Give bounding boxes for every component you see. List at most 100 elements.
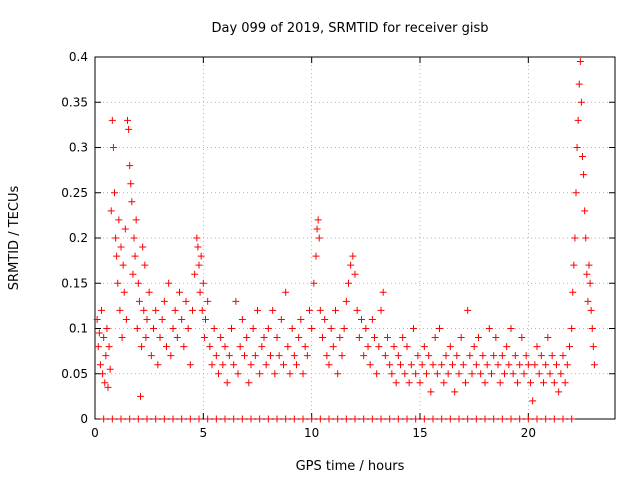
data-point	[574, 116, 582, 124]
data-point	[303, 352, 311, 360]
y-tick-label: 0.1	[69, 322, 88, 336]
data-point	[516, 361, 524, 369]
data-point	[138, 343, 146, 351]
data-point	[290, 352, 298, 360]
data-point	[94, 343, 102, 351]
data-point	[550, 415, 558, 423]
data-point	[194, 243, 202, 251]
data-point	[142, 334, 150, 342]
data-point	[243, 334, 251, 342]
data-point	[119, 261, 127, 269]
data-point	[122, 315, 130, 323]
data-point	[542, 415, 550, 423]
data-point	[241, 352, 248, 360]
data-point	[238, 315, 246, 323]
x-tick-label: 20	[521, 426, 536, 440]
data-point	[498, 352, 506, 360]
data-point	[234, 370, 242, 378]
data-point	[108, 415, 116, 423]
data-point	[375, 343, 383, 351]
data-point	[95, 329, 103, 337]
data-point	[249, 325, 257, 332]
data-point	[429, 361, 437, 369]
data-point	[418, 361, 426, 369]
data-point	[202, 315, 209, 323]
data-point	[251, 352, 259, 360]
data-point	[171, 306, 179, 314]
data-point	[167, 352, 175, 360]
data-point	[446, 343, 454, 351]
grid	[95, 57, 615, 419]
data-point	[223, 379, 231, 387]
data-point	[273, 415, 281, 423]
data-point	[121, 225, 129, 233]
data-point	[109, 144, 117, 151]
data-point	[212, 415, 220, 423]
data-point	[301, 343, 309, 351]
data-point	[397, 361, 404, 369]
data-point	[394, 352, 402, 360]
data-point	[132, 216, 140, 224]
data-point	[518, 334, 526, 342]
data-point	[392, 379, 400, 387]
data-point	[134, 415, 142, 423]
data-point	[345, 279, 352, 287]
data-point	[106, 365, 114, 373]
data-point	[492, 334, 500, 342]
data-point	[306, 306, 313, 314]
data-point	[433, 370, 441, 378]
data-point	[316, 306, 324, 314]
data-point	[100, 415, 108, 423]
data-point	[199, 279, 207, 287]
data-point	[368, 415, 376, 423]
data-point	[360, 415, 368, 423]
data-point	[96, 361, 104, 369]
data-point	[111, 189, 118, 197]
data-point	[355, 334, 363, 342]
data-point	[197, 252, 205, 260]
data-point	[196, 288, 204, 296]
data-point	[107, 207, 115, 215]
data-point	[462, 379, 469, 387]
data-point	[559, 415, 567, 423]
data-point	[230, 415, 238, 423]
data-point	[176, 288, 183, 296]
data-point	[353, 306, 361, 314]
data-point	[186, 361, 194, 369]
data-point	[169, 325, 177, 332]
data-point	[208, 361, 216, 369]
data-point	[347, 261, 355, 269]
data-point	[299, 370, 307, 378]
data-point	[204, 415, 212, 423]
data-point	[511, 352, 519, 360]
data-point	[575, 80, 583, 88]
data-point	[297, 315, 305, 323]
data-point	[116, 306, 124, 314]
data-point	[438, 415, 446, 423]
data-point	[520, 370, 528, 378]
data-point	[221, 415, 229, 423]
data-point	[455, 370, 463, 378]
data-point	[156, 334, 164, 342]
data-point	[105, 343, 113, 351]
data-point	[169, 415, 177, 423]
data-point	[93, 315, 101, 323]
data-point	[264, 325, 272, 332]
data-point	[576, 58, 584, 66]
data-point	[299, 415, 307, 423]
data-point	[580, 171, 588, 179]
data-point	[479, 352, 487, 360]
data-point	[117, 243, 125, 251]
data-point	[571, 234, 579, 242]
data-point	[145, 288, 153, 296]
data-point	[277, 315, 285, 323]
data-point	[310, 279, 318, 287]
data-point	[130, 234, 138, 242]
y-tick-label: 0.3	[69, 141, 88, 155]
data-point	[507, 415, 515, 423]
data-point	[438, 361, 446, 369]
data-point	[147, 352, 155, 360]
data-point	[152, 306, 160, 314]
data-point	[423, 370, 430, 378]
data-point	[186, 415, 194, 423]
